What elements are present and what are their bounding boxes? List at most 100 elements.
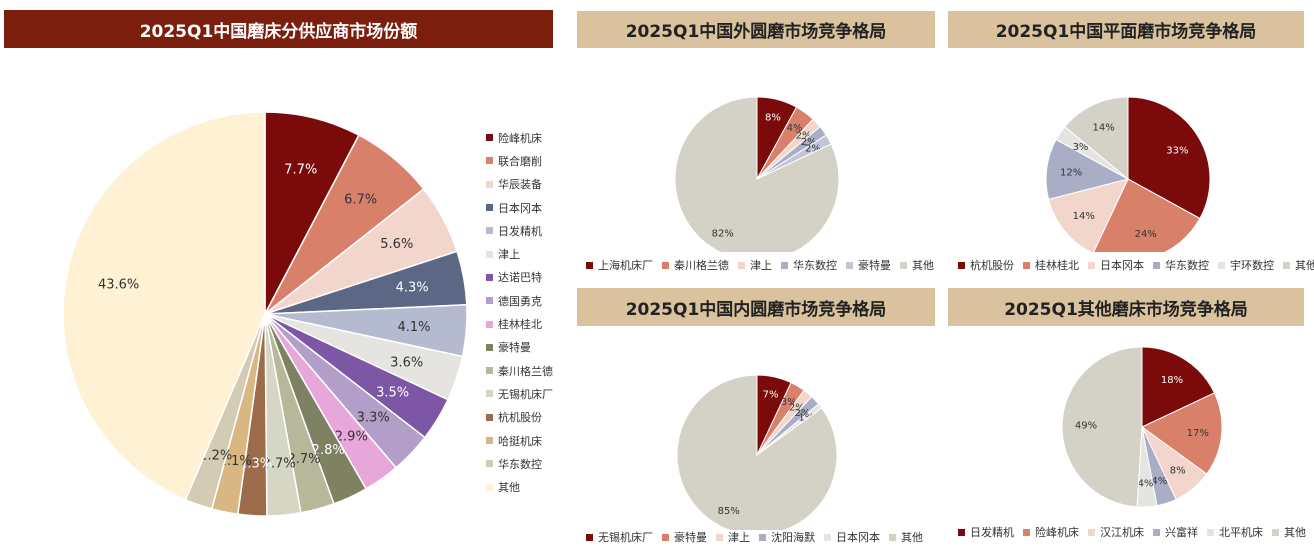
legend-item: 哈挺机床	[486, 429, 553, 452]
legend-swatch	[1272, 528, 1279, 536]
slice-value-label: 4.1%	[397, 320, 430, 335]
legend-swatch	[759, 533, 766, 541]
legend-item: 宇环数控	[1218, 257, 1274, 273]
slice-value-label: 2.2%	[199, 449, 232, 464]
legend-label: 北平机床	[1219, 526, 1263, 539]
slice-value-label: 2.7%	[263, 456, 296, 471]
legend-item: 桂林桂北	[1023, 257, 1079, 273]
legend-item: 兴富祥	[1153, 524, 1198, 540]
legend-label: 津上	[728, 531, 750, 544]
legend-label: 宇环数控	[1230, 259, 1274, 272]
pie-slice-3	[1047, 178, 1129, 252]
legend-swatch	[662, 533, 669, 541]
slice-value-label: 6.7%	[344, 193, 377, 208]
slice-value-label: 24%	[1135, 229, 1157, 240]
legend-swatch	[662, 261, 669, 269]
legend-swatch	[1088, 261, 1095, 269]
legend-swatch	[486, 390, 493, 398]
legend-swatch	[486, 320, 493, 328]
legend-label: 豪特曼	[674, 531, 707, 544]
legend-label: 其他	[1284, 526, 1306, 539]
slice-value-label: 14%	[1092, 123, 1114, 134]
legend-swatch	[738, 261, 745, 269]
legend-swatch	[486, 437, 493, 444]
slice-value-label: 5.6%	[380, 237, 413, 252]
legend-internal: 无锡机床厂 豪特曼 津上 沈阳海默 日本冈本 其他	[586, 529, 936, 545]
legend-item: 杭机股份	[958, 257, 1014, 273]
slice-value-label: 14%	[1073, 211, 1095, 222]
legend-swatch	[486, 250, 493, 258]
legend-item: 达诺巴特	[486, 266, 553, 289]
legend-item: 其他	[1272, 524, 1306, 540]
slice-value-label: 12%	[1060, 167, 1082, 178]
legend-item: 无锡机床厂	[586, 529, 653, 545]
slice-value-label: 33%	[1166, 145, 1188, 156]
slice-value-label: 17%	[1187, 428, 1209, 439]
slice-value-label: 2%	[795, 408, 811, 419]
legend-swatch	[958, 261, 965, 269]
legend-swatch	[1153, 528, 1160, 536]
legend-label: 秦川格兰德	[674, 259, 729, 272]
legend-item: 汉江机床	[1088, 524, 1144, 540]
legend-item: 秦川格兰德	[662, 257, 729, 273]
chart-title-main: 2025Q1中国磨床分供应商市场份额	[4, 10, 553, 48]
legend-label: 达诺巴特	[498, 271, 542, 285]
pie-slice-2	[1093, 178, 1201, 252]
slice-value-label: 85%	[718, 506, 740, 517]
legend-swatch	[1023, 261, 1030, 269]
legend-swatch	[486, 413, 493, 421]
legend-label: 津上	[498, 248, 520, 262]
slice-value-label: 8%	[1170, 466, 1186, 477]
slice-value-label: 2%	[796, 131, 812, 142]
pie-slice-16	[62, 111, 266, 501]
legend-item: 豪特曼	[846, 257, 891, 273]
legend-label: 汉江机床	[1100, 526, 1144, 539]
slice-value-label: 18%	[1161, 375, 1183, 386]
legend-label: 桂林桂北	[1035, 259, 1079, 272]
legend-item: 津上	[486, 242, 553, 265]
slice-value-label: 2.8%	[312, 443, 345, 458]
slice-value-label: 3.5%	[376, 385, 409, 400]
legend-label: 兴富祥	[1165, 526, 1198, 539]
slice-value-label: 2%	[805, 144, 821, 155]
legend-item: 日发精机	[958, 524, 1014, 540]
legend-item: 日本冈本	[486, 196, 553, 219]
legend-label: 豪特曼	[498, 341, 531, 355]
legend-label: 杭机股份	[498, 411, 542, 425]
legend-label: 险峰机床	[498, 131, 542, 145]
legend-item: 其他	[486, 475, 553, 498]
slice-value-label: 3%	[1073, 142, 1089, 153]
legend-swatch	[1088, 528, 1095, 536]
legend-item: 豪特曼	[662, 529, 707, 545]
slice-value-label: 2.3%	[239, 457, 272, 472]
legend-item: 豪特曼	[486, 336, 553, 359]
slice-value-label: 2%	[801, 137, 817, 148]
legend-item: 华东数控	[1153, 257, 1209, 273]
slice-value-label: 2.7%	[287, 452, 320, 467]
slice-value-label: 82%	[712, 229, 734, 240]
legend-item: 华东数控	[781, 257, 837, 273]
slice-value-label: 3.3%	[357, 411, 390, 426]
legend-swatch	[889, 533, 896, 541]
legend-item: 桂林桂北	[486, 312, 553, 335]
legend-swatch	[486, 273, 493, 281]
chart-title-surface: 2025Q1中国平面磨市场竞争格局	[948, 11, 1304, 48]
legend-swatch	[958, 528, 965, 536]
slice-value-label: 43.6%	[98, 278, 139, 293]
slice-value-label: 4%	[1138, 478, 1154, 489]
pie-slice-4	[1045, 138, 1130, 200]
pie-slice-1	[1141, 346, 1216, 428]
slice-value-label: 8%	[765, 113, 781, 124]
legend-item: 上海机床厂	[586, 257, 653, 273]
pie-slice-2	[1141, 392, 1223, 475]
legend-swatch	[781, 261, 788, 269]
legend-item: 日本冈本	[1088, 257, 1144, 273]
chart-title-outer: 2025Q1中国外圆磨市场竞争格局	[577, 11, 935, 48]
pie-chart-outer: 8%4%2%2%2%82%	[674, 96, 840, 252]
legend-swatch	[486, 297, 493, 305]
legend-outer: 上海机床厂 秦川格兰德 津上 华东数控 豪特曼 其他	[586, 257, 936, 273]
pie-chart-surface: 33%24%14%12%3%14%	[1045, 96, 1211, 252]
legend-label: 秦川格兰德	[498, 364, 553, 378]
legend-label: 其他	[498, 481, 520, 495]
legend-label: 津上	[750, 259, 772, 272]
